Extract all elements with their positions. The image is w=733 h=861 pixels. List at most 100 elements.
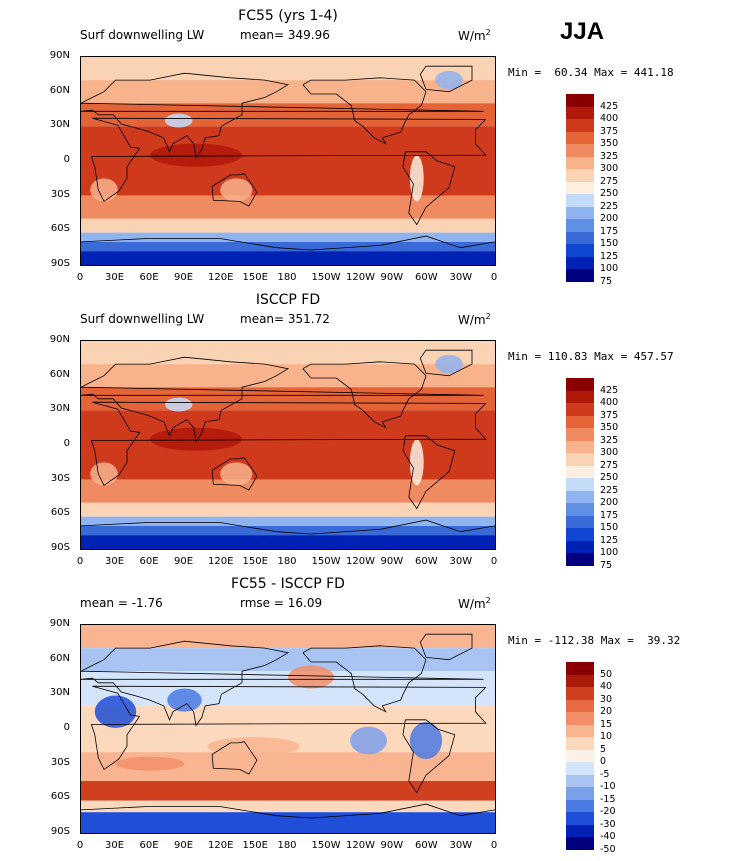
y-tick-label: 60S: [50, 791, 70, 803]
map-svg: [81, 341, 495, 549]
colorbar-label: 50: [600, 668, 613, 680]
x-tick-label: 30E: [104, 272, 125, 283]
colorbar-label: 325: [600, 150, 619, 162]
colorbar-swatch: [566, 687, 594, 700]
colorbar-label: 150: [600, 238, 619, 249]
colorbar-swatch: [566, 390, 594, 403]
x-tick-label: 0: [490, 840, 498, 851]
colorbar-swatch: [566, 403, 594, 416]
y-tick-label: 30N: [49, 119, 70, 131]
field-band: [81, 80, 495, 104]
colorbar-label: -50: [600, 843, 616, 855]
colorbar-swatch: [566, 712, 594, 725]
field-band: [81, 387, 495, 411]
colorbar-swatch: [566, 787, 594, 800]
colorbar-label: 125: [600, 250, 619, 262]
colorbar-label: 150: [600, 522, 619, 533]
coastline: [81, 803, 495, 819]
x-tick-label: 120W: [346, 556, 375, 567]
units-base: W/m: [458, 313, 486, 327]
x-tick-label: 120W: [346, 272, 375, 283]
x-tick-label: 60W: [415, 556, 438, 567]
field-band: [81, 502, 495, 517]
y-tick-label: 90N: [49, 334, 70, 345]
field-band: [81, 103, 495, 127]
colorbar-label: 250: [600, 472, 619, 483]
x-tick-label: 60E: [139, 272, 159, 283]
y-tick-label: 60N: [49, 368, 70, 380]
coastline: [419, 349, 473, 377]
map-svg: [81, 625, 495, 833]
x-tick-label: 30E: [104, 840, 125, 851]
field-band: [81, 410, 495, 480]
coastline: [402, 719, 456, 794]
panel-difference: FC55 - ISCCP FD mean = -1.76 rmse = 16.0…: [0, 568, 733, 855]
units-exponent: 2: [485, 596, 491, 605]
colorbar-swatch: [566, 553, 594, 566]
colorbar-label: 350: [600, 422, 619, 433]
colorbar-label: 175: [600, 509, 619, 521]
colorbar-swatch: [566, 119, 594, 132]
x-tick-label: 90W: [380, 556, 404, 567]
field-blob: [350, 726, 387, 755]
panel-title: ISCCP FD: [255, 292, 321, 308]
colorbar-label: 5: [600, 743, 607, 755]
y-tick-label: 0: [63, 154, 70, 165]
colorbar-label: -20: [600, 806, 616, 817]
colorbar-swatch: [566, 478, 594, 491]
colorbar-label: -10: [600, 781, 616, 792]
field-band: [81, 341, 495, 365]
panel-title: FC55 (yrs 1-4): [238, 8, 338, 24]
colorbar-label: 325: [600, 434, 619, 446]
x-tick-label: 150E: [242, 272, 268, 283]
minmax-label: Min = 110.83 Max = 457.57: [508, 350, 674, 363]
y-tick-label: 30N: [49, 687, 70, 699]
panel-subtitle-left: Surf downwelling LW: [80, 312, 205, 326]
colorbar-label: 400: [600, 397, 619, 408]
field-band: [81, 781, 495, 801]
units-exponent: 2: [485, 28, 491, 37]
colorbar-label: 375: [600, 409, 619, 421]
colorbar-swatch: [566, 749, 594, 762]
x-tick-label: 30W: [449, 272, 473, 283]
x-tick-label: 180: [277, 840, 297, 851]
colorbar-swatch: [566, 774, 594, 787]
field-band: [81, 800, 495, 813]
field-blob: [207, 737, 300, 756]
colorbar-label: 75: [600, 275, 613, 287]
colorbar-swatch: [566, 824, 594, 837]
x-tick-label: 120W: [346, 840, 375, 851]
colorbar-label: 125: [600, 534, 619, 546]
field-band: [81, 516, 495, 526]
coastline: [81, 72, 484, 159]
colorbar-label: 300: [600, 447, 619, 458]
x-tick-label: 150E: [242, 556, 268, 567]
x-tick-label: 180: [277, 556, 297, 567]
y-tick-label: 30N: [49, 403, 70, 415]
field-band: [81, 648, 495, 672]
colorbar-label: 75: [600, 559, 613, 571]
colorbar-swatch: [566, 131, 594, 144]
x-tick-label: 90E: [173, 272, 194, 283]
field-band: [81, 625, 495, 649]
y-tick-label: 90S: [50, 258, 70, 269]
colorbar-swatch: [566, 194, 594, 207]
colorbar-label: 175: [600, 225, 619, 237]
colorbar-swatch: [566, 219, 594, 232]
colorbar-label: 425: [600, 384, 619, 396]
field-band: [81, 479, 495, 503]
coastline: [90, 685, 487, 770]
map-svg: [81, 57, 495, 265]
x-tick-label: 60E: [139, 840, 159, 851]
colorbar-label: 300: [600, 163, 619, 174]
field-blob: [409, 155, 424, 202]
coastline: [211, 173, 258, 207]
field-blob: [409, 439, 424, 486]
panel-subtitle-center: mean= 349.96: [240, 28, 330, 42]
x-tick-label: 120E: [208, 272, 234, 283]
map-plot: [80, 56, 496, 266]
field-band: [81, 812, 495, 833]
coastline: [81, 356, 484, 443]
x-tick-label: 30W: [449, 840, 473, 851]
y-tick-label: 30S: [50, 472, 70, 484]
